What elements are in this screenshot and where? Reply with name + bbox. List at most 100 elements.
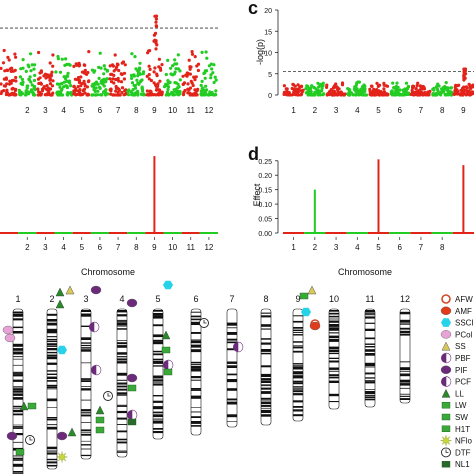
peak-point xyxy=(462,74,466,78)
pcf-marker-icon-half xyxy=(445,376,452,387)
marker-band xyxy=(261,397,271,400)
marker-band xyxy=(117,450,127,452)
x-tick-label: 3 xyxy=(334,243,339,252)
snp-point xyxy=(320,84,324,88)
snp-point xyxy=(342,93,346,97)
snp-point xyxy=(467,82,471,86)
marker-band xyxy=(13,374,23,377)
legend-label: NL1 xyxy=(455,460,470,469)
marker-band xyxy=(293,341,303,343)
snp-point xyxy=(136,81,140,85)
marker-band xyxy=(191,376,201,379)
snp-point xyxy=(19,82,23,86)
marker-band xyxy=(400,334,410,336)
x-tick-label: 6 xyxy=(98,106,103,115)
snp-point xyxy=(188,72,192,76)
snp-point xyxy=(33,88,37,92)
marker-band xyxy=(293,406,303,408)
marker-band xyxy=(191,349,201,353)
snp-point xyxy=(449,86,453,90)
snp-point xyxy=(14,55,18,59)
snp-point xyxy=(24,89,28,93)
y-tick-label: 0.20 xyxy=(258,173,272,180)
marker-band xyxy=(191,340,201,344)
snp-point xyxy=(394,88,398,92)
x-axis-title-right: Chromosome xyxy=(338,267,392,277)
marker-band xyxy=(365,314,375,316)
snp-point xyxy=(177,85,181,89)
marker-band xyxy=(261,328,271,330)
marker-band xyxy=(400,319,410,323)
snp-point xyxy=(104,92,108,96)
peak-point xyxy=(153,38,157,42)
marker-band xyxy=(13,441,23,443)
snp-point xyxy=(383,92,387,96)
marker-band xyxy=(329,346,339,349)
x-tick-label: 6 xyxy=(98,243,103,252)
snp-point xyxy=(97,65,101,69)
marker-band xyxy=(293,331,303,333)
marker-band xyxy=(261,365,271,368)
marker-band xyxy=(13,393,23,396)
ssci-marker-icon xyxy=(163,280,173,290)
snp-point xyxy=(465,89,469,93)
snp-point xyxy=(51,53,55,57)
sw-marker-icon xyxy=(95,416,105,424)
snp-point xyxy=(97,85,102,89)
nl1-marker-icon xyxy=(441,461,451,468)
snp-point xyxy=(166,58,170,63)
h1t-marker-icon xyxy=(95,426,105,434)
marker-band xyxy=(153,406,163,410)
marker-band xyxy=(365,310,375,313)
snp-point xyxy=(325,83,329,87)
snp-point xyxy=(182,90,186,95)
marker-band xyxy=(191,421,201,424)
marker-band xyxy=(400,327,410,330)
snp-point xyxy=(354,83,359,87)
snp-point xyxy=(402,90,406,94)
marker-band xyxy=(81,337,91,340)
marker-band xyxy=(400,398,410,400)
marker-band xyxy=(47,452,57,455)
peak-point xyxy=(153,14,157,18)
marker-band xyxy=(13,455,23,457)
snp-point xyxy=(398,93,402,97)
marker-band xyxy=(329,349,339,353)
snp-point xyxy=(418,84,422,88)
snp-point xyxy=(157,88,161,92)
marker-band xyxy=(293,329,303,331)
legend-label: PCF xyxy=(455,378,471,387)
snp-point xyxy=(124,88,128,92)
marker-band xyxy=(117,438,127,441)
marker-band xyxy=(47,370,57,372)
marker-band xyxy=(191,311,201,313)
ll-marker-icon xyxy=(55,287,65,297)
snp-point xyxy=(47,75,51,79)
marker-band xyxy=(13,379,23,382)
marker-band xyxy=(117,352,127,355)
marker-band xyxy=(117,314,127,317)
snp-point xyxy=(38,93,43,97)
snp-point xyxy=(155,86,159,90)
marker-band xyxy=(81,409,91,412)
snp-point xyxy=(62,80,66,84)
x-tick-label: 2 xyxy=(313,106,318,115)
snp-point xyxy=(54,70,58,74)
x-tick-label: 2 xyxy=(313,243,318,252)
marker-band xyxy=(293,345,303,346)
marker-band xyxy=(293,327,303,329)
snp-point xyxy=(77,64,81,68)
marker-band xyxy=(365,346,375,348)
chromosome-number: 12 xyxy=(400,294,410,304)
pif-marker-icon xyxy=(440,365,452,374)
marker-band xyxy=(81,380,91,382)
legend-label: SW xyxy=(455,413,468,422)
snp-point xyxy=(178,78,182,82)
ss-marker-icon xyxy=(307,285,317,295)
snp-point xyxy=(66,71,70,75)
x-tick-label: 11 xyxy=(187,243,196,252)
marker-band xyxy=(227,379,237,383)
x-tick-label: 3 xyxy=(334,106,339,115)
marker-band xyxy=(293,365,303,367)
snp-point xyxy=(287,91,291,95)
